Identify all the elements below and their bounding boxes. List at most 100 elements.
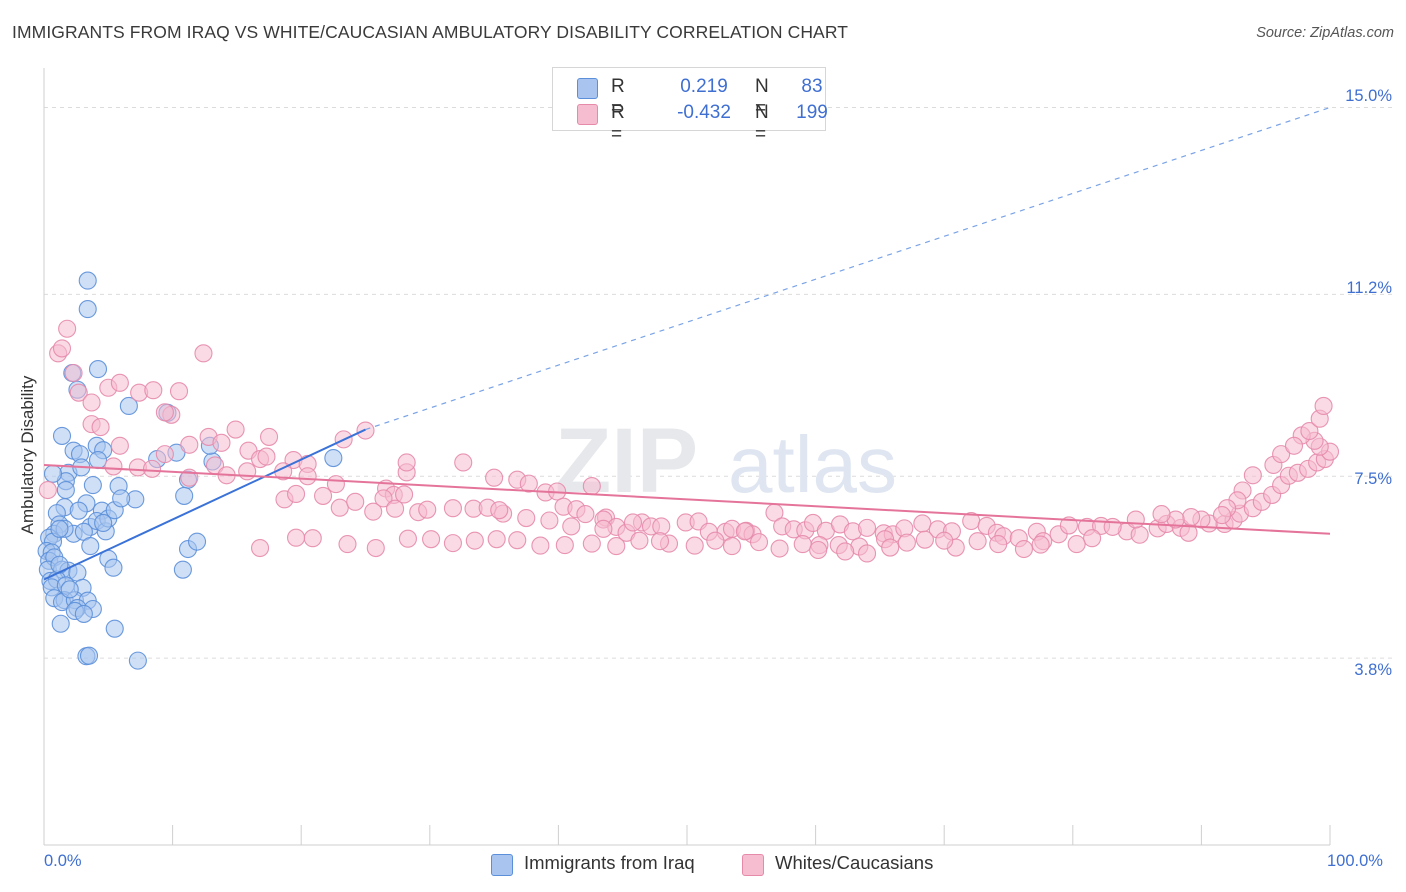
- y-axis-title: Ambulatory Disability: [18, 375, 37, 535]
- white-point: [422, 530, 441, 549]
- iraq-point: [88, 450, 108, 470]
- legend-n-label: N =: [755, 102, 769, 145]
- white-point: [582, 534, 601, 553]
- iraq-point: [81, 537, 100, 556]
- white-point: [1014, 539, 1033, 559]
- white-point: [58, 319, 77, 338]
- iraq-point: [173, 560, 192, 579]
- white-point: [490, 501, 509, 520]
- trend-lines: [43, 106, 1331, 581]
- iraq-point: [119, 396, 138, 415]
- white-point: [735, 522, 754, 541]
- data-points: [37, 271, 1340, 670]
- iraq-point: [128, 651, 147, 670]
- white-point: [142, 459, 162, 478]
- white-point: [989, 535, 1008, 554]
- white-point: [749, 533, 769, 552]
- iraq-point: [104, 558, 123, 577]
- legend-r-value: 0.219: [680, 76, 728, 97]
- legend-swatch-iraq: [491, 854, 513, 876]
- iraq-trend-line: [43, 428, 366, 581]
- white-point: [508, 531, 527, 550]
- y-tick-label-15: 15.0%: [1345, 87, 1392, 105]
- iraq-point: [69, 501, 88, 520]
- white-point: [418, 500, 437, 519]
- white-trend-line: [43, 463, 1331, 535]
- white-point: [443, 499, 462, 518]
- white-point: [398, 529, 417, 548]
- watermark-atlas: atlas: [728, 420, 897, 509]
- iraq-point: [78, 300, 97, 319]
- white-point: [395, 485, 414, 504]
- white-point: [1243, 466, 1262, 485]
- white-point: [314, 486, 333, 505]
- white-point: [836, 542, 855, 561]
- legend-r-label: R =: [611, 76, 625, 119]
- iraq-point: [50, 519, 69, 538]
- white-point: [326, 475, 345, 494]
- iraq-point: [74, 604, 93, 623]
- white-point: [607, 537, 626, 556]
- white-point: [881, 538, 900, 557]
- white-point: [259, 427, 279, 446]
- iraq-point: [43, 464, 63, 483]
- white-point: [594, 519, 613, 538]
- legend-r-value: -0.432: [677, 102, 731, 123]
- white-point: [540, 511, 559, 530]
- legend-swatch-iraq: [577, 78, 598, 99]
- white-point: [180, 435, 199, 454]
- correlation-legend: R = 0.219 N = 83 R = -0.432 N = 199: [552, 67, 828, 145]
- watermark-zip: ZIP: [555, 410, 698, 512]
- axes: [43, 68, 1331, 846]
- white-point: [64, 363, 83, 383]
- y-tick-label-11-2: 11.2%: [1346, 279, 1392, 297]
- white-point: [650, 532, 670, 551]
- white-point: [685, 536, 704, 555]
- white-point: [397, 453, 416, 472]
- white-point: [968, 532, 987, 551]
- iraq-trend-extrapolation: [365, 106, 1331, 431]
- white-point: [287, 528, 306, 547]
- white-point: [1314, 396, 1333, 415]
- white-point: [212, 433, 231, 452]
- white-point: [770, 539, 789, 558]
- white-point: [298, 467, 317, 486]
- legend-n-value: 199: [796, 102, 828, 123]
- white-point: [454, 453, 473, 472]
- gridlines: [44, 107, 1392, 659]
- white-point: [1130, 525, 1149, 544]
- white-point: [1300, 421, 1319, 441]
- white-point: [465, 531, 484, 550]
- iraq-point: [94, 513, 113, 533]
- legend-label-white: Whites/Caucasians: [775, 852, 934, 873]
- white-point: [1284, 436, 1304, 455]
- x-tick-label-100: 100.0%: [1327, 852, 1383, 870]
- iraq-point: [88, 360, 108, 379]
- white-point: [250, 538, 270, 558]
- white-point: [1212, 506, 1232, 525]
- white-point: [287, 484, 306, 504]
- white-point: [913, 514, 932, 533]
- legend-r-label: R =: [611, 102, 625, 145]
- iraq-point: [78, 271, 97, 290]
- iraq-point: [187, 532, 207, 551]
- white-point: [194, 344, 213, 363]
- white-point: [364, 502, 383, 521]
- iraq-point: [79, 646, 99, 665]
- white-point: [519, 474, 538, 493]
- white-point: [52, 339, 72, 358]
- white-point: [1083, 529, 1102, 548]
- white-point: [485, 468, 504, 487]
- white-point: [303, 529, 322, 548]
- iraq-point: [52, 426, 72, 445]
- iraq-point: [112, 489, 131, 508]
- y-tick-label-3-8: 3.8%: [1354, 661, 1392, 679]
- iraq-point: [51, 614, 70, 633]
- white-point: [487, 530, 506, 549]
- white-point: [386, 499, 405, 518]
- white-point: [330, 498, 349, 517]
- white-point: [1067, 535, 1086, 554]
- white-point: [374, 489, 393, 508]
- white-point: [582, 477, 601, 496]
- iraq-point: [105, 619, 124, 638]
